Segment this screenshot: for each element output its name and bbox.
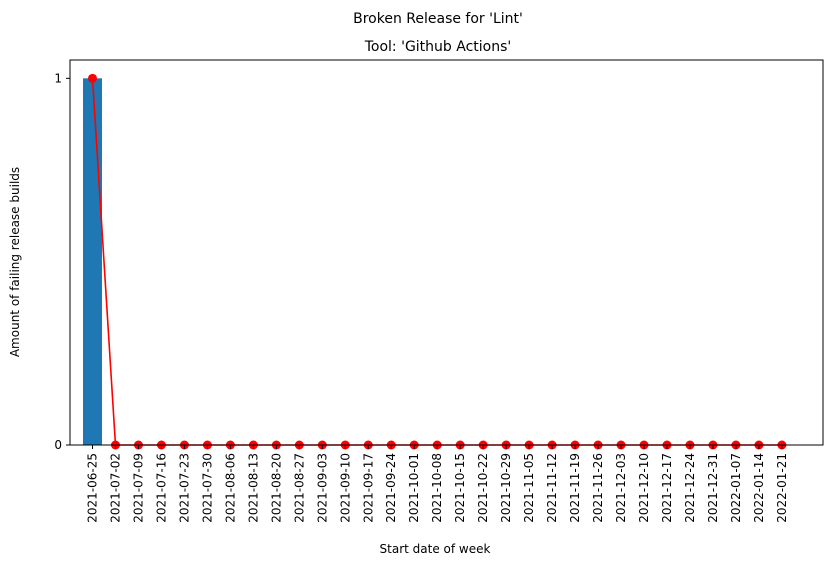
y-tick-label: 0 <box>54 438 62 452</box>
x-tick-label: 2021-09-10 <box>338 453 352 523</box>
x-tick-label: 2021-12-24 <box>683 453 697 523</box>
line-series <box>88 73 787 450</box>
x-tick-label: 2021-10-29 <box>499 453 513 523</box>
y-ticks: 01 <box>54 71 70 452</box>
x-tick-label: 2021-12-17 <box>660 453 674 523</box>
x-tick-label: 2022-01-14 <box>752 453 766 523</box>
x-tick-label: 2021-10-15 <box>453 453 467 523</box>
bar-2021-06-25 <box>83 78 102 445</box>
x-tick-label: 2021-08-13 <box>246 453 260 523</box>
x-tick-label: 2021-08-06 <box>223 453 237 523</box>
x-tick-label: 2021-12-03 <box>614 453 628 523</box>
line-point-2021-06-25 <box>88 73 97 83</box>
x-tick-label: 2021-09-03 <box>315 453 329 523</box>
chart-title: Tool: 'Github Actions' <box>364 39 512 55</box>
axes <box>69 59 824 446</box>
plot-frame <box>69 59 824 446</box>
figure-suptitle: Broken Release for 'Lint' <box>353 11 523 27</box>
y-tick-label: 1 <box>54 71 62 85</box>
x-tick-label: 2021-11-19 <box>568 453 582 523</box>
x-tick-label: 2021-10-22 <box>476 453 490 523</box>
x-tick-label: 2021-07-02 <box>108 453 122 523</box>
x-tick-label: 2021-07-23 <box>177 453 191 523</box>
x-tick-label: 2021-08-20 <box>269 453 283 523</box>
x-tick-label: 2021-09-17 <box>361 453 375 523</box>
x-tick-label: 2022-01-07 <box>729 453 743 523</box>
x-tick-label: 2021-11-05 <box>522 453 536 523</box>
x-tick-label: 2021-07-30 <box>200 453 214 523</box>
y-axis-label: Amount of failing release builds <box>8 167 22 357</box>
bar-series <box>83 78 102 445</box>
x-ticks: 2021-06-25 2021-07-02 2021-07-09 2021-07-16… <box>86 445 789 523</box>
x-tick-label: 2022-01-21 <box>775 453 789 523</box>
x-tick-label: 2021-06-25 <box>86 453 100 523</box>
x-tick-label: 2021-11-26 <box>591 453 605 523</box>
x-tick-label: 2021-10-08 <box>430 453 444 523</box>
x-tick-label: 2021-12-31 <box>706 453 720 523</box>
x-tick-label: 2021-11-12 <box>545 453 559 523</box>
x-tick-label: 2021-07-16 <box>154 453 168 523</box>
x-tick-label: 2021-10-01 <box>407 453 421 523</box>
x-tick-label: 2021-12-10 <box>637 453 651 523</box>
x-tick-label: 2021-07-09 <box>131 453 145 523</box>
x-axis-label: Start date of week <box>380 542 491 556</box>
x-tick-label: 2021-08-27 <box>292 453 306 523</box>
line-path <box>91 78 782 446</box>
x-tick-label: 2021-09-24 <box>384 453 398 523</box>
